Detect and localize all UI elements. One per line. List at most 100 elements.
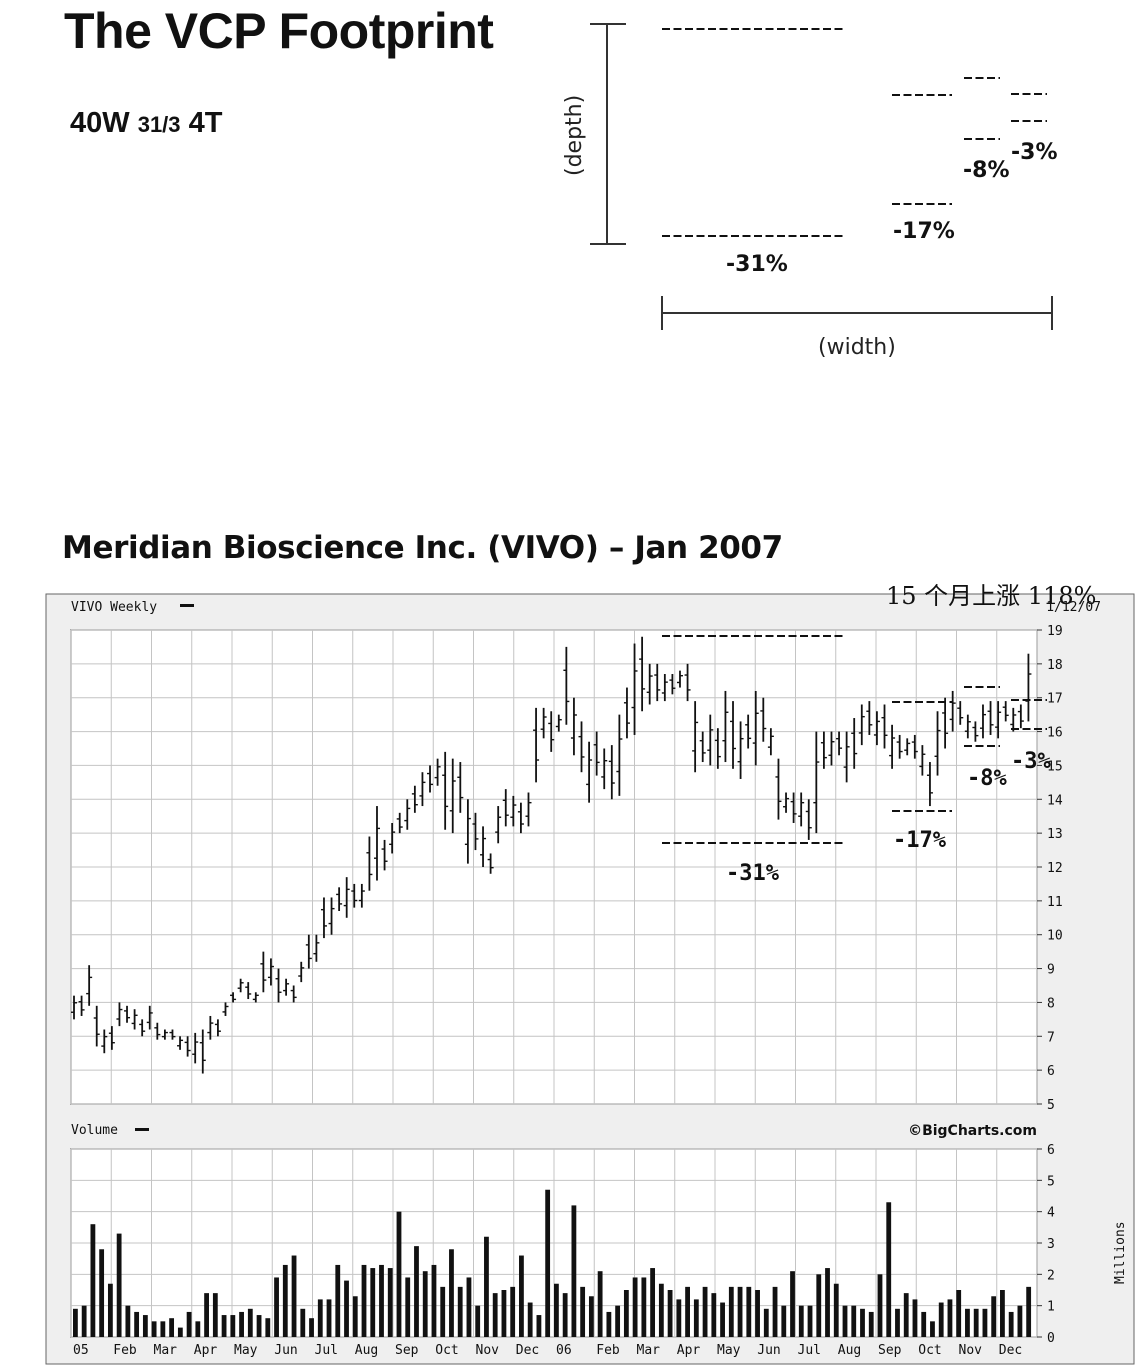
volume-bar: [81, 1305, 87, 1337]
volume-bar: [851, 1305, 857, 1337]
volume-bar: [107, 1283, 113, 1337]
volume-tick-label: 5: [1047, 1174, 1055, 1189]
volume-bar: [1008, 1311, 1014, 1337]
contraction-2-label: -17%: [893, 219, 955, 244]
contraction-4-label: -3%: [1011, 140, 1058, 165]
x-tick-labels: 05 Feb Mar Apr May Jun Jul Aug Sep Oct Nov Dec 06 Feb…: [73, 1343, 1022, 1358]
volume-bar: [658, 1283, 664, 1337]
volume-bar: [440, 1286, 446, 1337]
volume-bar: [545, 1189, 551, 1337]
price-tick-label: 17: [1047, 692, 1063, 707]
volume-bar: [650, 1268, 656, 1337]
volume-bar: [177, 1327, 183, 1337]
volume-bar: [134, 1311, 140, 1337]
volume-bar: [335, 1264, 341, 1337]
x-tick-label: Nov: [959, 1343, 983, 1358]
price-tick-label: 6: [1047, 1064, 1055, 1079]
volume-bar: [282, 1264, 288, 1337]
x-tick-label: Jun: [757, 1343, 780, 1358]
volume-bar: [667, 1290, 673, 1337]
chart-contraction-3-label: -8%: [967, 766, 1007, 791]
price-grid: [70, 629, 1038, 1105]
volume-bar: [693, 1299, 699, 1337]
volume-bar: [868, 1311, 874, 1337]
volume-bar: [361, 1264, 367, 1337]
volume-bar: [562, 1293, 568, 1337]
volume-bar: [256, 1315, 262, 1337]
volume-bar: [833, 1283, 839, 1337]
volume-bar: [991, 1296, 997, 1337]
price-tick-label: 10: [1047, 929, 1063, 944]
price-tick-label: 11: [1047, 895, 1063, 910]
volume-bar: [930, 1321, 935, 1337]
volume-bar: [772, 1286, 778, 1337]
volume-bar: [484, 1236, 489, 1337]
volume-bar: [554, 1283, 559, 1337]
price-tick-label: 5: [1047, 1098, 1055, 1113]
volume-bar: [903, 1293, 909, 1337]
volume-bar: [763, 1308, 769, 1337]
x-tick-label: Aug: [355, 1343, 378, 1358]
volume-axis-label: Millions: [1113, 1221, 1128, 1284]
volume-bar: [632, 1277, 638, 1337]
price-tick-label: 19: [1047, 624, 1063, 639]
volume-bar: [466, 1277, 472, 1337]
price-tick-label: 12: [1047, 861, 1063, 876]
volume-bar: [597, 1271, 603, 1337]
volume-bar: [746, 1286, 752, 1337]
volume-bar: [230, 1315, 236, 1337]
volume-bar: [912, 1299, 918, 1337]
price-tick-label: 15: [1047, 759, 1063, 774]
contraction-3-label: -8%: [963, 158, 1010, 183]
x-tick-label: Oct: [918, 1343, 941, 1358]
volume-bar: [379, 1264, 384, 1337]
volume-bar: [73, 1308, 78, 1337]
volume-bar: [728, 1286, 734, 1337]
x-tick-label: Jun: [274, 1343, 297, 1358]
price-panel-title: VIVO Weekly: [71, 600, 157, 615]
volume-bar: [195, 1321, 201, 1337]
x-tick-label: Sep: [878, 1343, 902, 1358]
formula-weeks: 40W: [70, 107, 130, 139]
x-tick-label: Apr: [194, 1343, 218, 1358]
volume-bar: [606, 1311, 612, 1337]
volume-bar: [317, 1299, 323, 1337]
chart-contraction-1-label: -31%: [726, 861, 780, 886]
volume-bar: [212, 1293, 218, 1337]
x-tick-label: May: [234, 1343, 258, 1358]
volume-bar: [781, 1305, 787, 1337]
volume-bar: [300, 1308, 306, 1337]
formula-ratio: 31/3: [137, 112, 181, 137]
price-tick-labels: 5 6 7 8 9 10 11 12 13 14 15 16 17 18 19: [1037, 624, 1063, 1113]
volume-tick-label: 3: [1047, 1237, 1055, 1252]
volume-tick-label: 1: [1047, 1300, 1055, 1315]
volume-bar: [973, 1308, 979, 1337]
volume-bar: [790, 1271, 795, 1337]
volume-bar: [186, 1311, 192, 1337]
x-tick-label: Apr: [677, 1343, 701, 1358]
volume-bar: [921, 1311, 927, 1337]
volume-bar: [886, 1202, 892, 1337]
volume-bar: [309, 1318, 314, 1337]
price-tick-label: 16: [1047, 726, 1063, 741]
volume-bar: [519, 1255, 524, 1337]
diagram-title: The VCP Footprint: [64, 3, 494, 59]
volume-bar: [685, 1286, 690, 1337]
volume-bar: [982, 1308, 988, 1337]
x-tick-label: 06: [556, 1343, 572, 1358]
volume-bar: [352, 1296, 358, 1337]
volume-bar: [825, 1268, 830, 1337]
chart-date-label: 1/12/07: [1046, 600, 1101, 615]
x-tick-label: May: [717, 1343, 741, 1358]
volume-bar: [580, 1286, 586, 1337]
chart-contraction-2-label: -17%: [893, 828, 947, 853]
volume-bar: [125, 1305, 131, 1337]
volume-bar: [204, 1293, 209, 1337]
volume-bar: [877, 1274, 883, 1337]
x-tick-label: Oct: [435, 1343, 458, 1358]
volume-bar: [527, 1302, 533, 1337]
volume-bar: [492, 1293, 498, 1337]
volume-bar: [274, 1277, 279, 1337]
price-bars: [71, 636, 1032, 1074]
volume-bar: [90, 1224, 96, 1337]
